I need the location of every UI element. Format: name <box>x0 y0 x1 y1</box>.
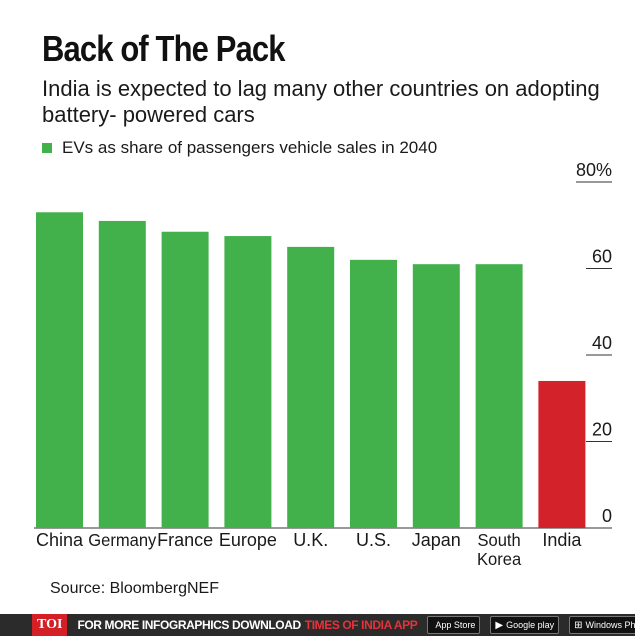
bar <box>224 236 272 528</box>
google-play-badge[interactable]: ▶ Google play <box>490 616 560 634</box>
bar <box>161 231 209 529</box>
store-name: Windows Phone <box>585 620 635 630</box>
x-tick-label: U.S. <box>356 530 391 550</box>
footer-app-name[interactable]: TIMES OF INDIA APP <box>304 618 418 632</box>
app-store-badge[interactable]: App Store <box>427 616 481 634</box>
bar <box>538 380 586 528</box>
windows-phone-badge[interactable]: ⊞ Windows Phone <box>569 616 635 634</box>
store-name: App Store <box>435 620 476 630</box>
bar <box>350 259 397 528</box>
footer-promo-text: FOR MORE INFOGRAPHICS DOWNLOAD <box>77 618 301 632</box>
bar <box>36 212 83 528</box>
x-tick-label: France <box>157 530 213 550</box>
x-tick-label: U.K. <box>293 530 328 550</box>
bar <box>475 264 523 528</box>
footer-banner: TOI FOR MORE INFOGRAPHICS DOWNLOAD TIMES… <box>0 614 635 636</box>
x-tick-label: South Korea <box>477 529 522 569</box>
x-tick-label: China <box>36 530 84 550</box>
source-note: Source: BloombergNEF <box>50 580 219 597</box>
store-name: Google play <box>506 620 555 630</box>
bar <box>287 246 335 528</box>
legend-swatch <box>42 143 52 153</box>
legend: EVs as share of passengers vehicle sales… <box>42 138 437 158</box>
play-icon: ▶ <box>495 619 504 631</box>
y-tick-label: 0 <box>602 506 612 526</box>
bar <box>412 264 460 528</box>
chart-subtitle: India is expected to lag many other coun… <box>42 76 600 127</box>
y-tick-label: 40 <box>592 333 612 353</box>
x-tick-label: Japan <box>412 530 461 550</box>
bar <box>98 220 146 529</box>
toi-logo: TOI <box>32 614 68 636</box>
y-tick-label: 20 <box>592 420 612 440</box>
y-tick-label: 80% <box>576 160 612 180</box>
legend-label: EVs as share of passengers vehicle sales… <box>62 138 438 157</box>
y-tick-label: 60 <box>592 247 612 267</box>
x-tick-label: Europe <box>219 530 277 550</box>
windows-icon: ⊞ <box>574 619 583 631</box>
x-tick-label: India <box>542 530 582 550</box>
chart-title: Back of The Pack <box>42 28 285 69</box>
bar-chart: 0 20 40 60 80% China Germany France Europe U.K. U.… <box>34 160 612 569</box>
x-tick-label: Germany <box>88 529 156 550</box>
